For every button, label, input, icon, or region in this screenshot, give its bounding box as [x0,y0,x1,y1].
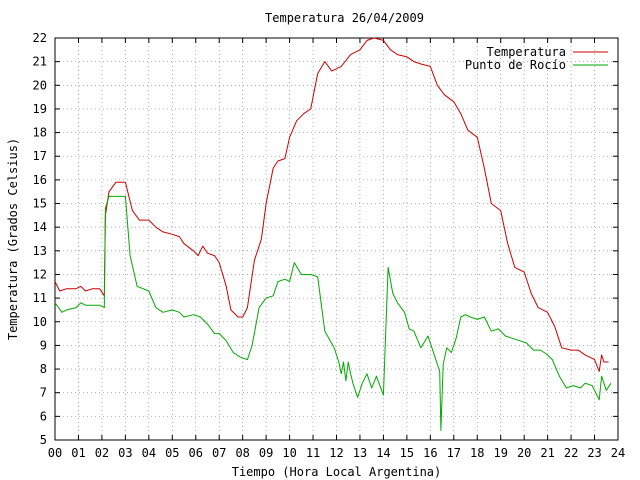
x-tick-label: 11 [306,446,320,460]
y-tick-label: 15 [33,197,47,211]
x-tick-label: 23 [587,446,601,460]
x-axis-ticks: 00 01 02 03 04 05 06 07 08 09 10 11 12 13 14 15 16 17 18 19… [48,38,625,460]
y-tick-label: 10 [33,315,47,329]
x-tick-label: 08 [235,446,249,460]
y-tick-label: 12 [33,267,47,281]
x-tick-label: 16 [423,446,437,460]
y-tick-label: 5 [40,433,47,447]
x-tick-label: 15 [400,446,414,460]
y-tick-label: 11 [33,291,47,305]
x-tick-label: 07 [212,446,226,460]
y-axis-ticks: 5 6 7 8 9 10 11 12 13 14 15 16 17 18 19 20 21 22 [33,31,618,447]
x-tick-label: 03 [118,446,132,460]
x-tick-label: 06 [189,446,203,460]
x-tick-label: 01 [71,446,85,460]
y-tick-label: 8 [40,362,47,376]
x-tick-label: 18 [470,446,484,460]
x-tick-label: 09 [259,446,273,460]
y-tick-label: 6 [40,409,47,423]
series-line-temperatura [54,37,609,372]
y-tick-label: 19 [33,102,47,116]
y-tick-label: 17 [33,149,47,163]
y-tick-label: 7 [40,386,47,400]
y-tick-label: 14 [33,220,47,234]
grid-lines [55,38,618,440]
x-tick-label: 14 [376,446,390,460]
x-tick-label: 13 [353,446,367,460]
x-tick-label: 20 [517,446,531,460]
x-axis-label: Tiempo (Hora Local Argentina) [232,465,442,479]
y-tick-label: 22 [33,31,47,45]
y-axis-label: Temperatura (Grados Celsius) [6,138,20,340]
chart-title: Temperatura 26/04/2009 [265,11,424,25]
legend-label-punto-de-rocio: Punto de Rocío [465,58,566,72]
x-tick-label: 19 [493,446,507,460]
x-tick-label: 17 [447,446,461,460]
plot-frame [54,37,619,441]
x-tick-label: 12 [329,446,343,460]
x-tick-label: 05 [165,446,179,460]
x-tick-label: 21 [540,446,554,460]
y-tick-label: 9 [40,338,47,352]
x-tick-label: 22 [564,446,578,460]
y-tick-label: 20 [33,78,47,92]
y-tick-label: 21 [33,55,47,69]
x-tick-label: 02 [95,446,109,460]
y-tick-label: 13 [33,244,47,258]
legend-label-temperatura: Temperatura [487,45,566,59]
series-line-punto-de-rocio [54,195,612,431]
y-tick-label: 16 [33,173,47,187]
y-tick-label: 18 [33,126,47,140]
x-tick-label: 24 [611,446,625,460]
series-lines [54,37,612,431]
x-tick-label: 10 [282,446,296,460]
x-tick-label: 00 [48,446,62,460]
x-tick-label: 04 [142,446,156,460]
legend: Temperatura Punto de Rocío [465,45,608,72]
